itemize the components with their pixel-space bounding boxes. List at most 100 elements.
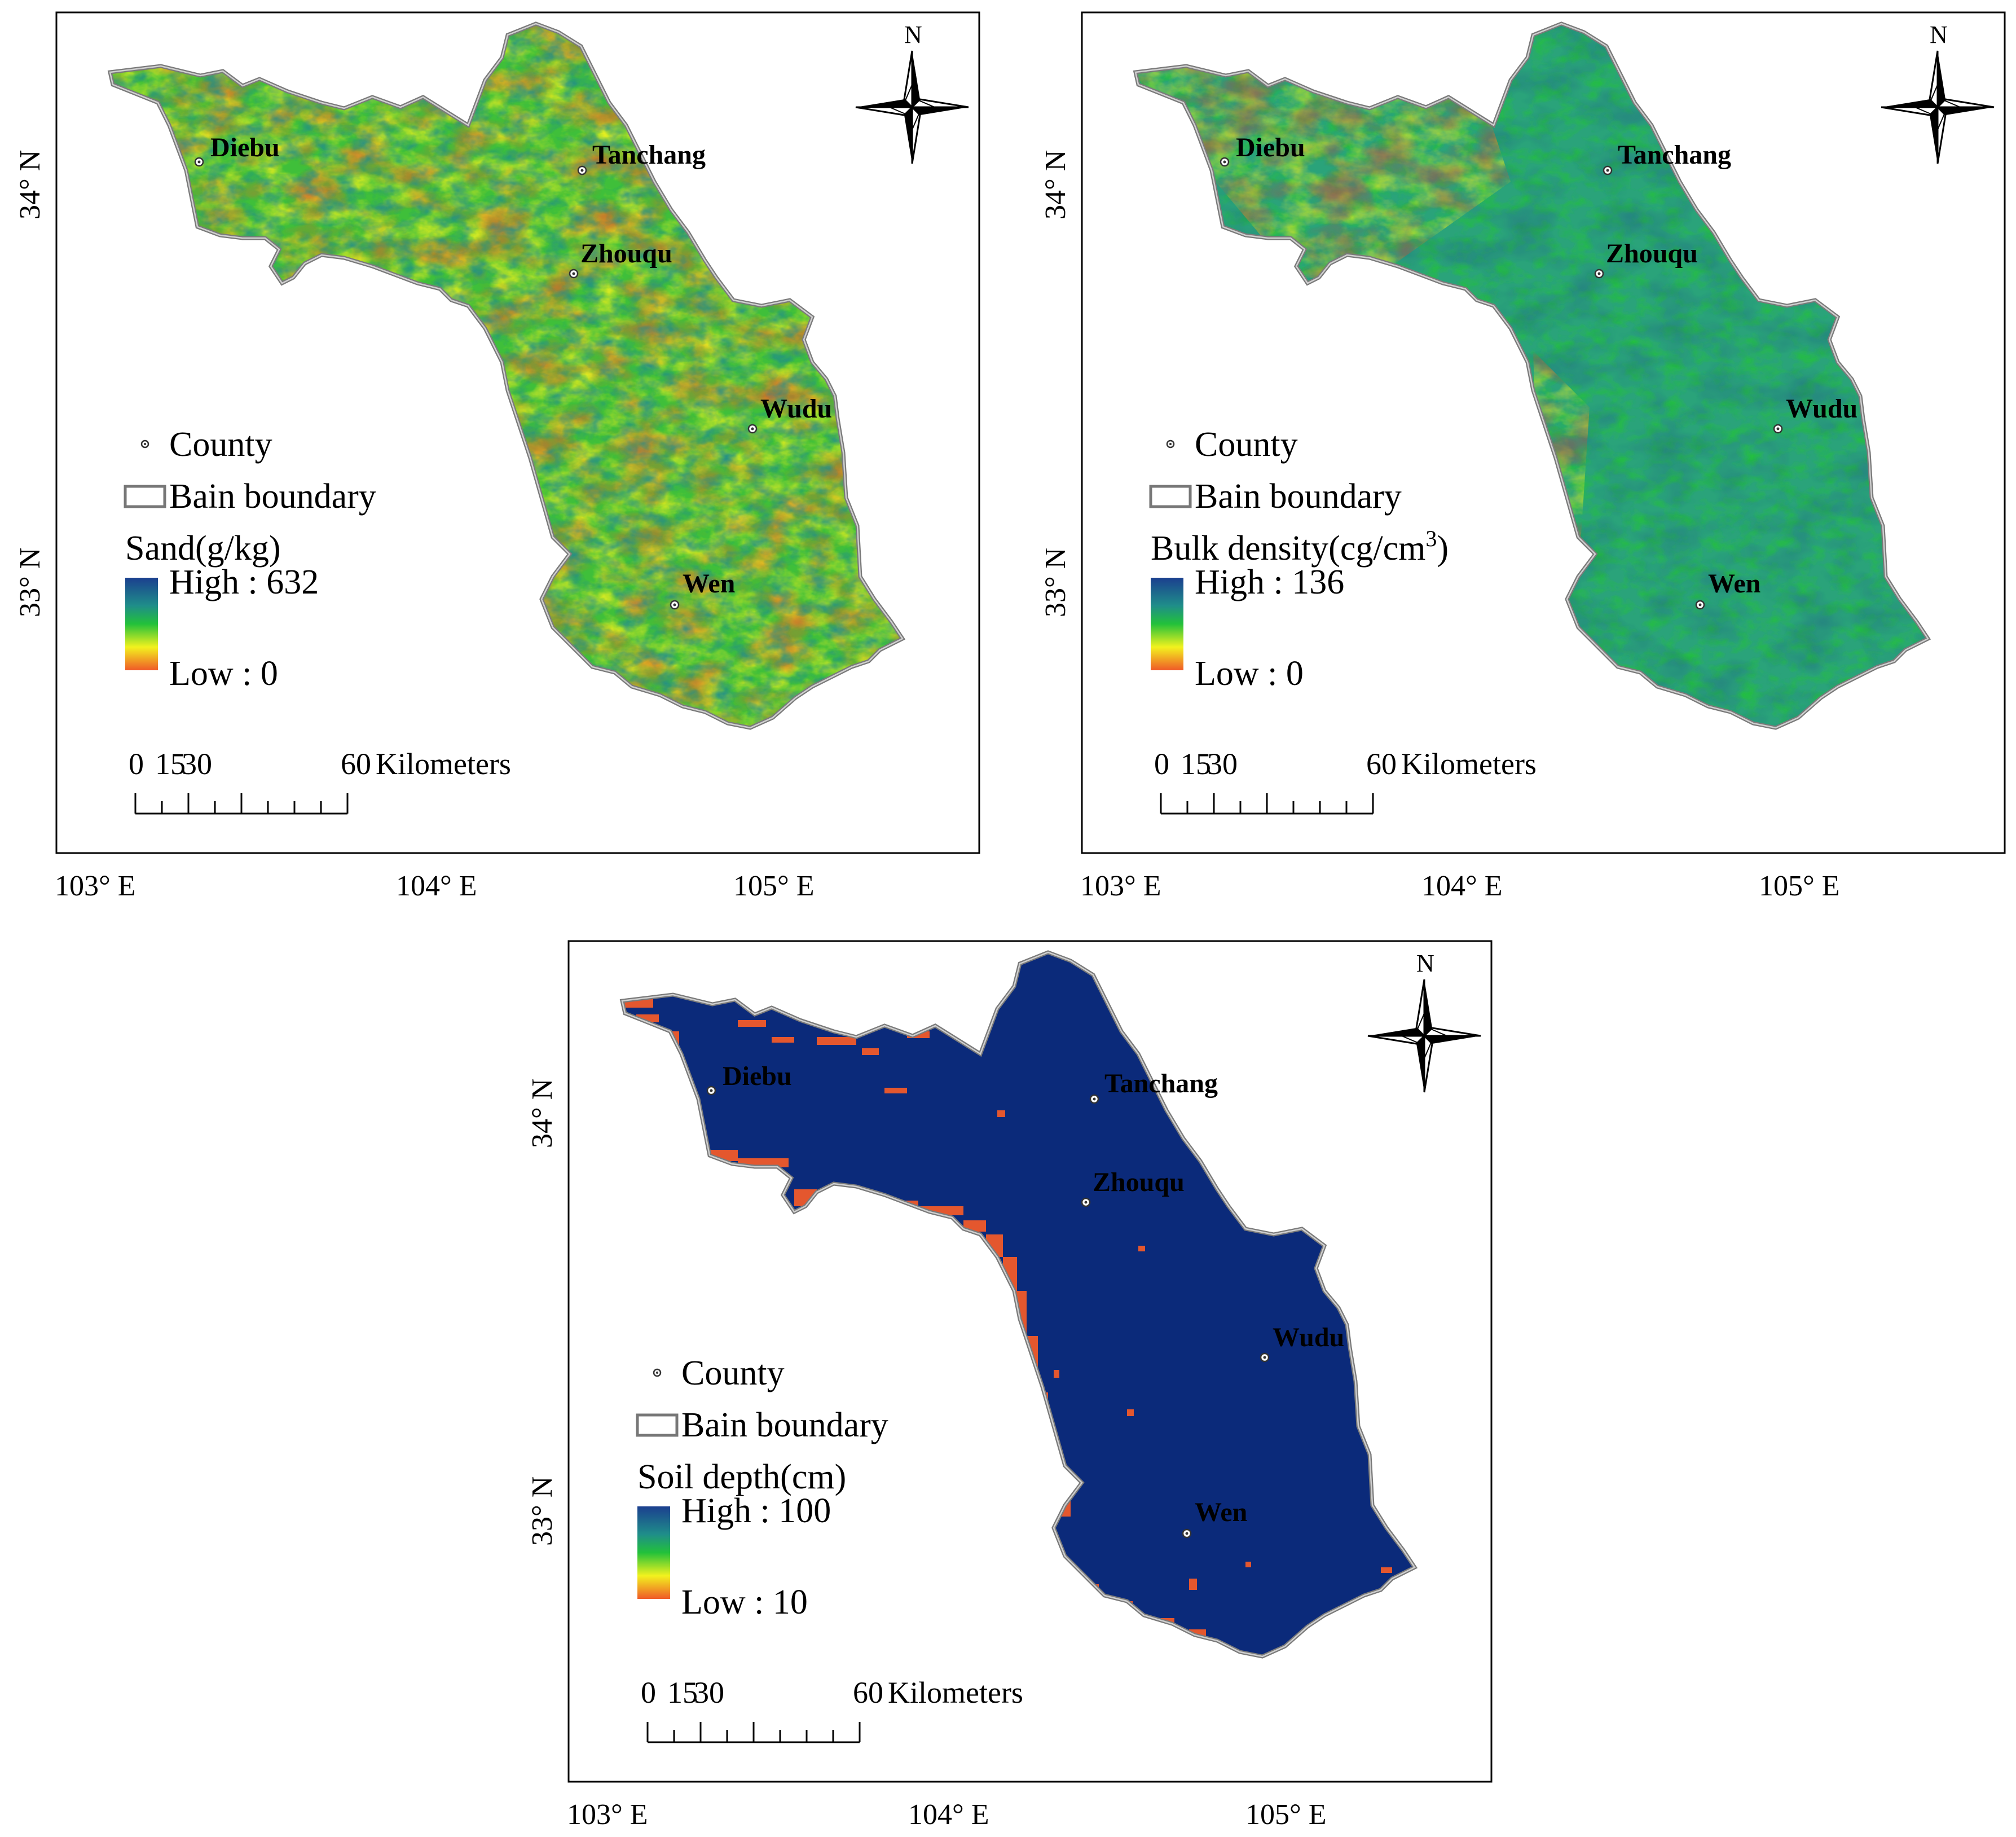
legend-title: Soil depth(cm) (637, 1458, 846, 1496)
county-label: Zhouqu (580, 239, 672, 269)
county-label: Wudu (760, 394, 832, 424)
longitude-tick-label: 105° E (1759, 870, 1840, 902)
longitude-tick-label: 103° E (55, 870, 136, 902)
north-arrow-icon: N (1367, 950, 1482, 1093)
county-zhouqu: Zhouqu (569, 239, 672, 279)
boundary-swatch-icon (124, 485, 166, 508)
county-tanchang: Tanchang (1089, 1069, 1218, 1104)
legend-title-superscript: 3 (1425, 526, 1437, 551)
county-points: Diebu Tanchang Zhouqu Wudu Wen (706, 1061, 1344, 1539)
north-arrow-icon: N (1880, 21, 1995, 165)
boundary-swatch-icon (636, 1413, 679, 1437)
county-label: Diebu (1236, 133, 1305, 162)
north-label: N (1930, 21, 1948, 49)
county-zhouqu: Zhouqu (1081, 1167, 1185, 1207)
north-arrow-icon: N (855, 21, 970, 165)
county-label: Zhouqu (1093, 1167, 1185, 1197)
legend-boundary-label: Bain boundary (169, 477, 376, 516)
north-label: N (1416, 950, 1434, 977)
scale-bar-tick: 15 (155, 747, 186, 781)
scale-bar-tick: 0 (1154, 747, 1169, 781)
county-label: Diebu (723, 1061, 792, 1091)
longitude-tick-label: 104° E (396, 870, 477, 902)
county-label: Wen (1708, 569, 1760, 599)
legend-boundary-label: Bain boundary (1195, 477, 1402, 516)
longitude-tick-label: 104° E (1421, 870, 1503, 902)
legend: County Bain boundary Soil depth(cm)High : … (636, 1354, 888, 1621)
legend-title: Bulk density(cg/cm3) (1151, 526, 1449, 568)
county-label: Diebu (210, 133, 280, 162)
county-label: Wen (1195, 1497, 1247, 1527)
county-tanchang: Tanchang (577, 140, 706, 175)
legend: County Bain boundary Bulk density(cg/cm3)H… (1149, 425, 1449, 693)
scale-bar-unit: Kilometers (888, 1676, 1023, 1709)
county-label: Tanchang (1104, 1069, 1218, 1098)
county-diebu: Diebu (1220, 133, 1305, 167)
county-points: Diebu Tanchang Zhouqu Wudu Wen (194, 133, 832, 610)
scale-bar-tick: 15 (1181, 747, 1211, 781)
county-label: Wudu (1273, 1322, 1344, 1352)
county-tanchang: Tanchang (1603, 140, 1731, 175)
county-zhouqu: Zhouqu (1594, 239, 1698, 279)
legend-high-label: High : 136 (1195, 563, 1344, 601)
legend-boundary-label: Bain boundary (681, 1406, 888, 1444)
map-panel-sand: Diebu Tanchang Zhouqu Wudu Wen N County Bain bo… (14, 11, 980, 902)
scale-bar-unit: Kilometers (1401, 747, 1537, 781)
county-wudu: Wudu (1773, 394, 1857, 434)
legend-high-label: High : 632 (169, 563, 319, 601)
county-label: Wen (683, 569, 735, 599)
latitude-tick-label: 34° N (526, 1079, 558, 1148)
latitude-tick-label: 33° N (526, 1476, 558, 1546)
county-wudu: Wudu (1260, 1322, 1344, 1363)
county-label: Zhouqu (1606, 239, 1698, 269)
legend-title-close: ) (1437, 529, 1449, 568)
scale-bar-tick: 60 (853, 1676, 883, 1709)
county-wen: Wen (670, 569, 735, 610)
county-wen: Wen (1695, 569, 1760, 610)
map-panel-bulk: Diebu Tanchang Zhouqu Wudu Wen N County Bain bo… (1040, 11, 2006, 902)
latitude-tick-label: 33° N (14, 548, 46, 617)
longitude-tick-label: 104° E (908, 1799, 989, 1831)
longitude-tick-label: 105° E (733, 870, 815, 902)
scale-bar-tick: 0 (641, 1676, 656, 1709)
legend-title: Sand(g/kg) (125, 529, 281, 568)
latitude-tick-label: 34° N (1040, 150, 1072, 219)
legend-county-label: County (169, 425, 272, 464)
color-ramp (125, 578, 158, 670)
legend: County Bain boundary Sand(g/kg)High : 632 L… (124, 425, 376, 693)
longitude-tick-label: 103° E (567, 1799, 648, 1831)
county-points: Diebu Tanchang Zhouqu Wudu Wen (1220, 133, 1857, 610)
boundary-swatch-icon (1149, 485, 1192, 508)
north-label: N (904, 21, 922, 49)
color-ramp (637, 1506, 670, 1599)
longitude-tick-label: 103° E (1080, 870, 1161, 902)
scale-bar-tick: 0 (129, 747, 144, 781)
latitude-tick-label: 33° N (1040, 548, 1072, 617)
scale-bar-unit: Kilometers (376, 747, 511, 781)
legend-county-label: County (681, 1354, 785, 1392)
scale-bar-tick: 15 (667, 1676, 698, 1709)
county-wudu: Wudu (747, 394, 832, 434)
county-label: Tanchang (1618, 140, 1731, 170)
scale-bar-tick: 60 (341, 747, 371, 781)
county-label: Wudu (1786, 394, 1857, 424)
legend-low-label: Low : 0 (1195, 654, 1304, 693)
county-diebu: Diebu (706, 1061, 792, 1096)
color-ramp (1151, 578, 1183, 670)
county-wen: Wen (1182, 1497, 1247, 1539)
scale-bar-tick: 30 (694, 1676, 724, 1709)
scale-bar-tick: 30 (1207, 747, 1238, 781)
legend-low-label: Low : 10 (681, 1583, 808, 1621)
longitude-tick-label: 105° E (1245, 1799, 1327, 1831)
map-panel-depth: Diebu Tanchang Zhouqu Wudu Wen N County Bain bo… (526, 940, 1493, 1831)
legend-low-label: Low : 0 (169, 654, 278, 693)
scale-bar-tick: 30 (182, 747, 212, 781)
county-diebu: Diebu (194, 133, 280, 167)
legend-high-label: High : 100 (681, 1492, 831, 1530)
scale-bar-tick: 60 (1366, 747, 1397, 781)
latitude-tick-label: 34° N (14, 150, 46, 219)
